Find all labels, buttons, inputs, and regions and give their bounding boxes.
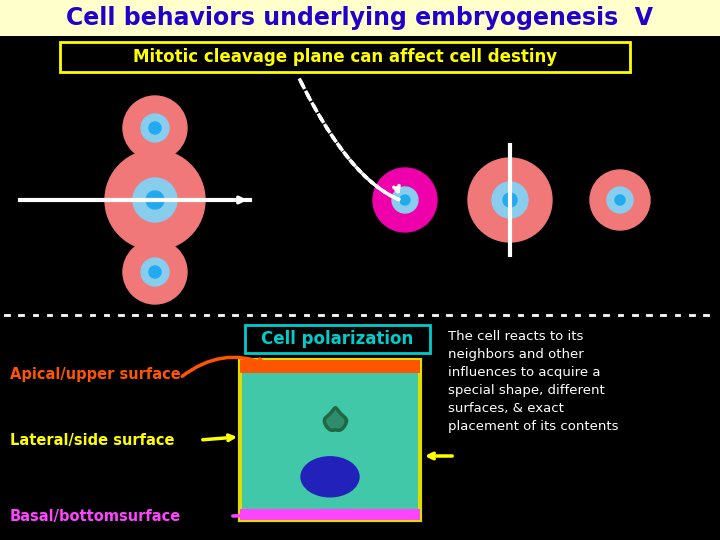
Circle shape — [123, 240, 187, 304]
Circle shape — [615, 195, 625, 205]
Circle shape — [146, 191, 164, 209]
Circle shape — [503, 193, 517, 207]
Text: Apical/upper surface: Apical/upper surface — [10, 368, 181, 382]
Ellipse shape — [301, 457, 359, 497]
Circle shape — [373, 168, 437, 232]
Text: Cell polarization: Cell polarization — [261, 330, 413, 348]
Circle shape — [492, 182, 528, 218]
Bar — [240, 360, 420, 520]
Bar — [60, 42, 630, 72]
Bar — [240, 509, 420, 520]
Text: The cell reacts to its
neighbors and other
influences to acquire a
special shape: The cell reacts to its neighbors and oth… — [448, 330, 618, 433]
Circle shape — [149, 122, 161, 134]
Polygon shape — [325, 408, 346, 430]
Circle shape — [133, 178, 177, 222]
Text: Lateral/side surface: Lateral/side surface — [10, 433, 174, 448]
Bar — [240, 360, 420, 373]
Text: Cell behaviors underlying embryogenesis  V: Cell behaviors underlying embryogenesis … — [66, 6, 654, 30]
Circle shape — [141, 258, 169, 286]
Circle shape — [149, 266, 161, 278]
Bar — [0, 0, 720, 36]
Text: Mitotic cleavage plane can affect cell destiny: Mitotic cleavage plane can affect cell d… — [133, 48, 557, 66]
Circle shape — [123, 96, 187, 160]
Circle shape — [468, 158, 552, 242]
Circle shape — [607, 187, 633, 213]
Circle shape — [590, 170, 650, 230]
Text: Basal/bottomsurface: Basal/bottomsurface — [10, 509, 181, 523]
Circle shape — [400, 195, 410, 205]
Bar — [245, 325, 430, 353]
Circle shape — [141, 114, 169, 142]
Circle shape — [105, 150, 205, 250]
Circle shape — [392, 187, 418, 213]
